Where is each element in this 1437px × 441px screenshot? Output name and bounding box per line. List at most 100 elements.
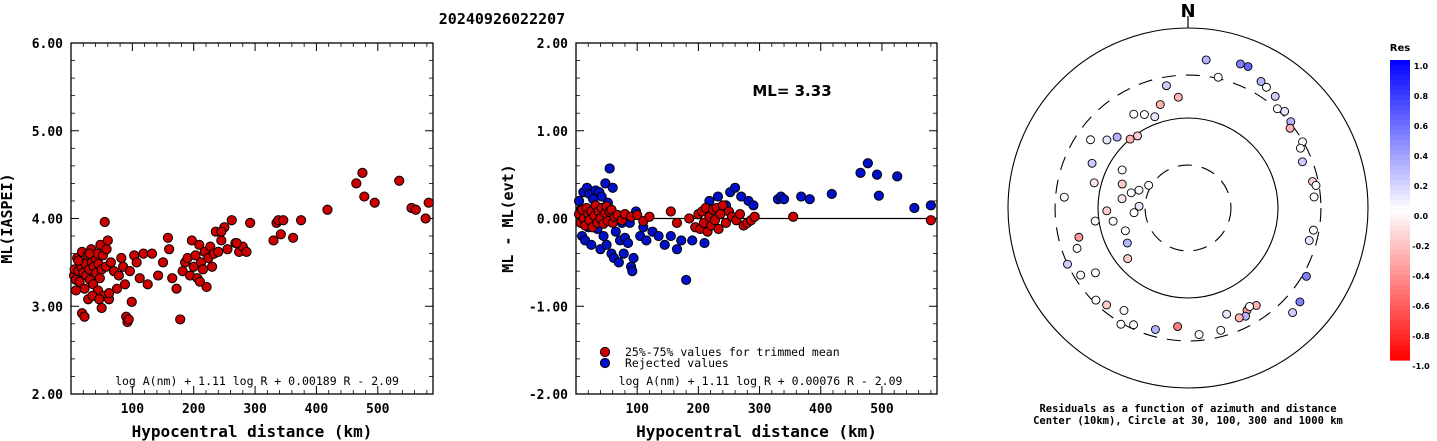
rejected-point xyxy=(607,182,618,193)
data-point xyxy=(96,302,107,314)
legend-label: Rejected values xyxy=(625,356,729,370)
residual-point xyxy=(1091,268,1100,278)
residual-point xyxy=(1194,330,1204,340)
colorbar-segment xyxy=(1390,185,1410,191)
colorbar-segment xyxy=(1390,60,1410,66)
colorbar-segment xyxy=(1390,80,1410,86)
colorbar-tick-label: -0.4 xyxy=(1412,272,1430,281)
x-tick-label: 100 xyxy=(625,402,649,417)
residual-point xyxy=(1245,302,1254,311)
rejected-point xyxy=(871,169,883,180)
data-point xyxy=(275,229,286,240)
residual-point xyxy=(1201,55,1211,65)
residual-point xyxy=(1304,236,1314,245)
trimmed-mean-point xyxy=(925,215,936,226)
distance-ring-300 xyxy=(1054,74,1322,342)
colorbar-title: Res xyxy=(1390,43,1410,54)
rejected-point xyxy=(925,200,936,211)
data-point xyxy=(124,266,136,277)
data-point xyxy=(241,246,252,257)
residual-point xyxy=(1270,91,1280,101)
data-point xyxy=(207,261,218,272)
rejected-point xyxy=(681,274,692,286)
residual-point xyxy=(1120,226,1130,236)
colorbar-segment xyxy=(1390,115,1410,121)
residual-point xyxy=(1295,297,1305,307)
polar-caption-line2: Center (10km), Circle at 30, 100, 300 an… xyxy=(1033,415,1343,427)
residual-vs-distance-plot: 100 200 300 400 500 -2.00 -1.00 0.00 1.00 2.00 Hyp… xyxy=(499,37,938,441)
rejected-point xyxy=(892,171,903,182)
colorbar-segment xyxy=(1390,240,1410,246)
colorbar-segment xyxy=(1390,190,1410,196)
residual-point xyxy=(1150,112,1160,122)
residual-point xyxy=(1117,179,1127,189)
data-point xyxy=(131,257,142,268)
residual-point xyxy=(1117,165,1127,175)
data-point xyxy=(119,279,131,290)
colorbar-segment xyxy=(1390,145,1410,151)
colorbar-segment xyxy=(1390,130,1410,136)
residual-point xyxy=(1102,206,1112,216)
rejected-point xyxy=(736,191,747,202)
data-point xyxy=(226,215,237,226)
residual-point xyxy=(1122,238,1132,248)
rejected-point xyxy=(596,191,607,202)
data-point xyxy=(162,232,174,243)
colorbar-segment xyxy=(1390,345,1410,351)
residual-point xyxy=(1256,77,1266,86)
residual-point xyxy=(1309,192,1319,202)
polar-caption-line1: Residuals as a function of azimuth and d… xyxy=(1039,403,1336,415)
x-axis-label: Hypocentral distance (km) xyxy=(132,422,373,441)
x-tick-label: 200 xyxy=(182,402,206,417)
colorbar-segment xyxy=(1390,250,1410,256)
data-point xyxy=(84,248,95,259)
rejected-point xyxy=(604,163,615,174)
data-point xyxy=(103,287,115,299)
residual-point xyxy=(1261,82,1271,92)
rejected-point xyxy=(601,239,612,250)
residual-point xyxy=(1235,59,1245,69)
data-point xyxy=(105,257,116,268)
rejected-point xyxy=(622,237,634,249)
data-point xyxy=(288,232,299,243)
data-point xyxy=(268,235,279,246)
data-point xyxy=(201,281,212,293)
data-point xyxy=(70,285,82,296)
north-label: N xyxy=(1180,1,1195,22)
colorbar-segment xyxy=(1390,325,1410,331)
data-point xyxy=(359,191,370,202)
colorbar-segment xyxy=(1390,110,1410,116)
data-point xyxy=(278,215,289,226)
x-axis-label: Hypocentral distance (km) xyxy=(636,422,877,441)
colorbar-segment xyxy=(1390,180,1410,186)
residual-point xyxy=(1280,106,1290,116)
data-point xyxy=(175,314,186,325)
y-tick-label: 5.00 xyxy=(32,125,63,140)
x-tick-label: 400 xyxy=(809,402,833,417)
colorbar-segment xyxy=(1390,105,1410,111)
rejected-point xyxy=(641,235,652,246)
data-point xyxy=(101,244,112,255)
legend-label: 25%-75% values for trimmed mean xyxy=(625,345,840,359)
colorbar-segment xyxy=(1390,195,1410,201)
residual-point xyxy=(1129,320,1139,330)
y-tick-label: 6.00 xyxy=(32,37,63,52)
colorbar-segment xyxy=(1390,295,1410,301)
data-point xyxy=(142,279,153,290)
data-point xyxy=(99,216,110,228)
residual-point xyxy=(1086,135,1095,145)
residual-point xyxy=(1063,259,1072,269)
x-tick-label: 500 xyxy=(870,402,894,417)
rejected-point xyxy=(862,158,873,169)
residual-point xyxy=(1155,100,1165,109)
data-point xyxy=(222,244,233,255)
rejected-point xyxy=(855,167,866,178)
residual-point xyxy=(1129,109,1139,119)
rejected-point xyxy=(826,188,837,200)
x-tick-label: 400 xyxy=(305,402,329,417)
residual-point xyxy=(1216,325,1226,335)
data-point xyxy=(186,235,197,246)
residual-point xyxy=(1074,232,1084,242)
trimmed-mean-point xyxy=(665,206,676,217)
colorbar-segment xyxy=(1390,90,1410,96)
